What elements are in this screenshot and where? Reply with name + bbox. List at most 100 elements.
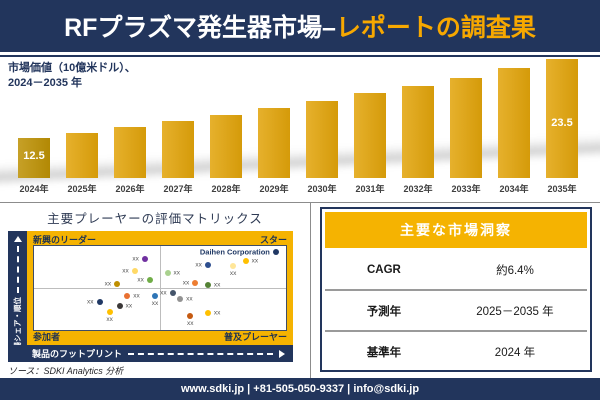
scatter-dot [204,310,211,317]
matrix-title: 主要プレーヤーの評価マトリックス [47,212,263,226]
scatter-point: xx [230,263,237,277]
scatter-point: xx [160,290,176,297]
scatter-dot [114,280,121,287]
bar-2027年 [162,121,194,178]
source-note: ソース：SDKI Analytics 分析 [8,366,124,376]
x-axis-label: 2033年 [451,184,481,194]
scatter-point: xx [242,258,258,265]
bar-chart-title-line2: 2024－2035 年 [8,77,82,90]
section-divider-vertical [310,202,311,378]
x-axis-label: 2031年 [355,184,385,194]
scatter-point: xx [106,308,113,323]
scatter-dot [131,268,138,275]
insights-row-cagr: CAGR 約6.4% [325,250,587,289]
player-evaluation-matrix: 新興のリーダー スター 参加者 普及プレーヤー xx xx xx xx xx xx xx xx… [8,231,293,362]
scatter-point: xx [105,280,121,287]
scatter-point-label: xx [160,289,167,297]
quadrant-label-emerging-leaders: 新興のリーダー [33,235,97,245]
scatter-point-highlight-company: Daihen Corporation [200,247,279,256]
scatter-dot [187,312,194,319]
bar-2028年 [210,115,242,178]
x-axis-label: 2032年 [403,184,433,194]
x-axis-label: 2035年 [547,184,577,194]
x-axis-label: 2030年 [307,184,337,194]
scatter-dot [124,293,131,300]
insights-row-value: 2025－2035 年 [476,305,554,318]
scatter-point-label: xx [125,302,133,310]
bar-value-label: 23.5 [551,117,573,129]
scatter-point: xx [122,268,138,275]
bar-2035年: 23.5 [546,59,578,178]
quadrant-divider-horizontal [34,288,286,289]
scatter-point: xx [187,312,194,327]
insights-row-label: 予測年 [366,305,402,318]
x-axis-label: 2025年 [67,184,97,194]
scatter-point: xx [116,303,132,310]
scatter-dot [242,258,249,265]
x-axis-label: 2027年 [163,184,193,194]
bar-2033年 [450,78,482,178]
scatter-point-label: xx [186,319,194,327]
scatter-point-label: xx [104,280,112,288]
header-divider [0,55,600,57]
insights-row-label: 基準年 [366,346,402,359]
bar-value-label: 12.5 [23,150,45,162]
bar-chart: 12.5 23.5 [18,56,578,178]
x-axis-label: 2024年 [19,184,49,194]
key-insights-panel: 主要な市場洞察 CAGR 約6.4% 予測年 2025－2035 年 基準年 2… [320,207,592,372]
scatter-point: xx [124,293,140,300]
scatter-point: xx [164,269,180,276]
matrix-panel: 新興のリーダー スター 参加者 普及プレーヤー xx xx xx xx xx xx xx xx… [27,231,293,345]
section-divider-horizontal [0,202,600,203]
scatter-dot [96,299,103,306]
quadrant-label-participants: 参加者 [33,332,61,342]
quadrant-label-stars: スター [259,235,287,245]
scatter-point: xx [204,281,220,288]
insights-row-base-year: 基準年 2024 年 [325,330,587,371]
scatter-point-label: xx [132,255,139,263]
matrix-y-axis-bar: 市場シェア・順位 [8,231,27,362]
bar-2024年: 12.5 [18,138,50,178]
scatter-point-label: xx [182,279,190,287]
matrix-x-axis: 製品のフットプリント [8,345,293,362]
bar-2031年 [354,93,386,178]
page-title-main: RFプラズマ発生器市場– [64,14,336,42]
scatter-point-label: xx [251,257,259,265]
bar-2025年 [66,133,98,178]
quadrant-label-pervasive-players: 普及プレーヤー [223,332,287,342]
scatter-dot [164,269,171,276]
scatter-point: xx [177,295,193,302]
scatter-dot [169,290,176,297]
x-axis-label: 2028年 [211,184,241,194]
page-title-accent: レポートの調査果 [335,14,536,42]
scatter-dot [230,263,237,270]
x-axis-label: 2026年 [115,184,145,194]
scatter-point: xx [195,262,211,269]
insights-row-value: 2024 年 [494,346,536,359]
scatter-point-label: xx [213,281,221,289]
scatter-point-label: xx [87,298,94,306]
bar-chart-title: 市場価値（10億米ドル）、 2024－2035 年 [8,61,136,92]
scatter-point-label: xx [137,276,144,284]
insights-row-value: 約6.4% [496,264,534,277]
page-title-banner: RFプラズマ発生器市場– レポートの調査果 [0,0,600,52]
x-axis-label: 2034年 [499,184,529,194]
scatter-point-label: xx [173,269,181,277]
bar-2029年 [258,108,290,178]
scatter-point-label: xx [122,267,129,275]
scatter-point: xx [183,279,199,286]
scatter-dot [272,248,279,255]
scatter-dot [106,308,113,315]
scatter-point-label: xx [151,300,159,308]
scatter-point-label: xx [186,295,193,303]
y-axis-dashed-line [16,246,19,293]
scatter-dot [204,281,211,288]
bar-2034年 [498,68,530,178]
matrix-scatter-plot: xx xx xx xx xx xx xx xx Daihen Corporation xx xx xx… [33,245,287,331]
scatter-dot [141,255,148,262]
scatter-dot [177,295,184,302]
x-axis-arrow-icon [279,349,285,358]
bar-chart-x-axis: 2024年 2025年 2026年 2027年 2028年 2029年 2030年 2031年… [18,182,578,195]
scatter-dot [192,279,199,286]
